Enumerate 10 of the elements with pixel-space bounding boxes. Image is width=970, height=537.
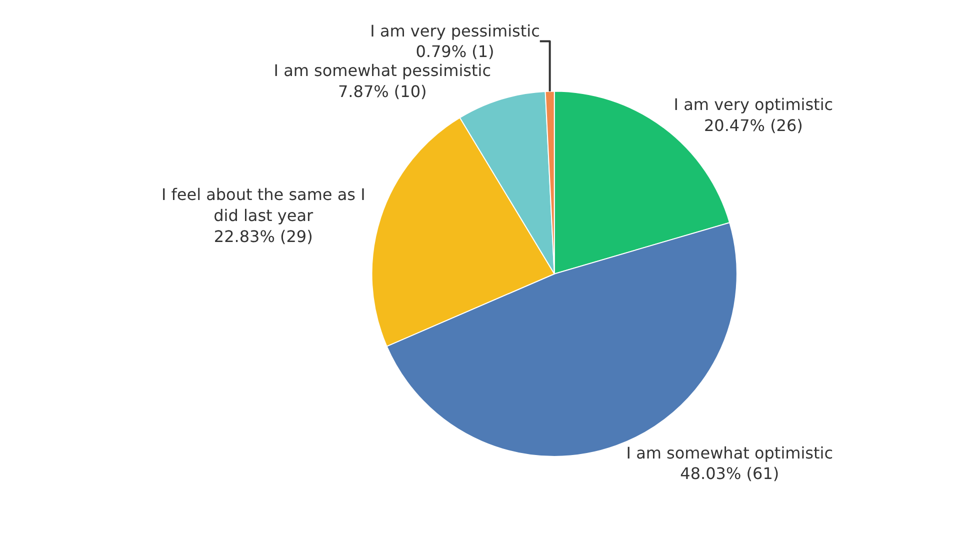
data-label: 48.03% (61) (680, 464, 780, 484)
slice-label: I am very pessimistic (370, 21, 540, 40)
slice-label: I am very optimistic (674, 95, 834, 114)
slice-label: I feel about the same as I did last year (161, 185, 366, 225)
slice-label: I am somewhat optimistic (626, 443, 834, 462)
slice-label: I am somewhat pessimistic (274, 61, 491, 80)
data-label: 22.83% (29) (214, 226, 313, 246)
data-label: 20.47% (26) (704, 116, 803, 135)
data-label: 7.87% (10) (338, 82, 427, 101)
data-label: 0.79% (1) (416, 42, 494, 62)
